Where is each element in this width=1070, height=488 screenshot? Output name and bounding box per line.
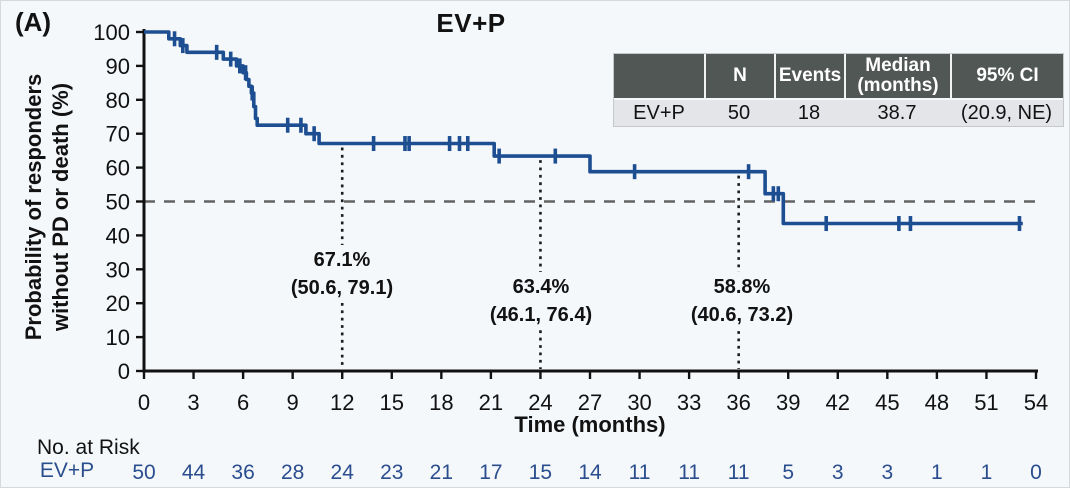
summary-header-events: Events — [774, 54, 844, 98]
svg-text:11: 11 — [728, 461, 750, 484]
svg-text:9: 9 — [287, 390, 299, 415]
summary-value-ci: (20.9, NE) — [960, 101, 1053, 124]
svg-text:60: 60 — [106, 156, 130, 181]
svg-text:20: 20 — [106, 291, 130, 316]
svg-text:50: 50 — [106, 190, 130, 215]
censor-marks — [172, 31, 1022, 232]
svg-text:17: 17 — [479, 461, 502, 484]
milestone-dotted-lines — [340, 147, 740, 369]
summary-value-group: EV+P — [633, 101, 685, 124]
svg-text:36: 36 — [726, 390, 750, 415]
svg-text:51: 51 — [974, 390, 998, 415]
svg-text:54: 54 — [1024, 390, 1048, 415]
svg-text:15: 15 — [380, 390, 404, 415]
milestone-36mo-ci: (40.6, 73.2) — [690, 304, 794, 326]
summary-value-events: 18 — [797, 101, 821, 124]
svg-text:11: 11 — [629, 461, 651, 484]
svg-text:24: 24 — [331, 461, 355, 484]
svg-text:33: 33 — [677, 390, 701, 415]
x-axis-ticks: 0 3 6 9 12 15 18 21 24 27 30 33 36 39 42 45 48 51 54 — [138, 371, 1048, 415]
summary-value-n: 50 — [727, 101, 751, 124]
svg-text:18: 18 — [429, 390, 453, 415]
svg-text:6: 6 — [237, 390, 249, 415]
summary-header-median-line1: Median — [865, 55, 931, 76]
chart-title: EV+P — [436, 8, 506, 38]
svg-text:11: 11 — [678, 461, 700, 484]
svg-text:15: 15 — [529, 461, 552, 484]
svg-text:23: 23 — [380, 461, 403, 484]
svg-text:40: 40 — [106, 223, 130, 248]
risk-count-row: 50 44 36 28 24 23 21 17 15 14 11 11 11 5 3 3 1 1 0 — [132, 461, 1042, 484]
svg-text:90: 90 — [106, 54, 130, 79]
svg-text:5: 5 — [782, 461, 794, 484]
milestone-annotation-12mo: 67.1% (50.6, 79.1) — [284, 245, 400, 303]
milestone-12mo-ci: (50.6, 79.1) — [290, 277, 394, 299]
svg-text:1: 1 — [981, 461, 993, 484]
milestone-annotation-36mo: 58.8% (40.6, 73.2) — [684, 272, 800, 330]
svg-text:1: 1 — [931, 461, 943, 484]
milestone-12mo-percent: 67.1% — [313, 249, 371, 271]
svg-text:30: 30 — [627, 390, 651, 415]
svg-text:24: 24 — [528, 390, 552, 415]
svg-text:48: 48 — [925, 390, 949, 415]
no-at-risk-label: No. at Risk — [37, 436, 140, 459]
y-axis-title: Probability of responders without PD or … — [20, 27, 76, 387]
svg-text:0: 0 — [1030, 461, 1042, 484]
svg-text:50: 50 — [132, 461, 155, 484]
svg-text:36: 36 — [231, 461, 254, 484]
svg-text:27: 27 — [578, 390, 602, 415]
summary-table-data-row: EV+P 50 18 38.7 (20.9, NE) — [614, 100, 1063, 126]
y-axis-ticks: 0 10 20 30 40 50 60 70 80 90 100 — [93, 20, 144, 384]
svg-text:21: 21 — [479, 390, 503, 415]
summary-value-median: 38.7 — [877, 101, 917, 124]
svg-text:14: 14 — [578, 461, 602, 484]
risk-row-group-label: EV+P — [39, 459, 95, 482]
summary-table-header-row: N Events Median (months) 95% CI — [614, 54, 1063, 98]
svg-text:3: 3 — [832, 461, 844, 484]
milestone-24mo-percent: 63.4% — [512, 276, 570, 298]
svg-text:30: 30 — [106, 257, 130, 282]
svg-text:10: 10 — [106, 325, 130, 350]
x-axis-title: Time (months) — [514, 412, 666, 437]
svg-text:12: 12 — [330, 390, 354, 415]
milestone-24mo-ci: (46.1, 76.4) — [489, 304, 593, 326]
summary-header-median: Median (months) — [844, 54, 950, 98]
svg-text:80: 80 — [106, 88, 130, 113]
svg-text:28: 28 — [281, 461, 304, 484]
summary-header-median-line2: (months) — [857, 75, 939, 96]
svg-text:44: 44 — [182, 461, 206, 484]
summary-table: N Events Median (months) 95% CI EV+P 50 … — [613, 53, 1064, 127]
y-axis-title-line2: without PD or death (%) — [48, 82, 73, 332]
svg-text:45: 45 — [875, 390, 899, 415]
svg-text:100: 100 — [93, 20, 130, 45]
svg-text:3: 3 — [881, 461, 893, 484]
y-axis-title-line1: Probability of responders — [21, 73, 46, 341]
svg-text:21: 21 — [430, 461, 453, 484]
summary-header-ci: 95% CI — [950, 54, 1063, 98]
milestone-36mo-percent: 58.8% — [713, 276, 771, 298]
panel-label: (A) — [15, 7, 52, 37]
svg-text:0: 0 — [138, 390, 150, 415]
svg-text:39: 39 — [776, 390, 800, 415]
svg-text:3: 3 — [187, 390, 199, 415]
svg-text:0: 0 — [118, 359, 130, 384]
svg-text:42: 42 — [826, 390, 850, 415]
summary-header-n: N — [704, 54, 774, 98]
summary-header-group — [614, 54, 704, 98]
milestone-annotation-24mo: 63.4% (46.1, 76.4) — [483, 272, 599, 330]
svg-text:70: 70 — [106, 122, 130, 147]
